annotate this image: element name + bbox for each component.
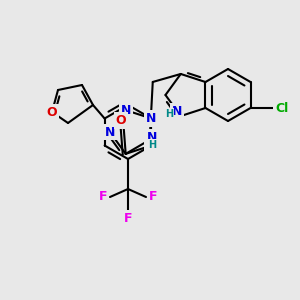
Text: N: N <box>105 125 115 139</box>
Text: N: N <box>146 131 157 144</box>
Text: Cl: Cl <box>275 101 288 115</box>
Text: F: F <box>149 190 157 203</box>
Text: N: N <box>121 104 131 117</box>
Text: H: H <box>165 109 173 119</box>
Text: F: F <box>124 212 132 224</box>
Text: N: N <box>172 104 182 118</box>
Text: H: H <box>148 140 156 150</box>
Text: F: F <box>99 190 107 203</box>
Text: O: O <box>116 114 126 127</box>
Text: N: N <box>146 139 157 152</box>
Text: N: N <box>146 112 157 125</box>
Text: O: O <box>47 106 57 118</box>
